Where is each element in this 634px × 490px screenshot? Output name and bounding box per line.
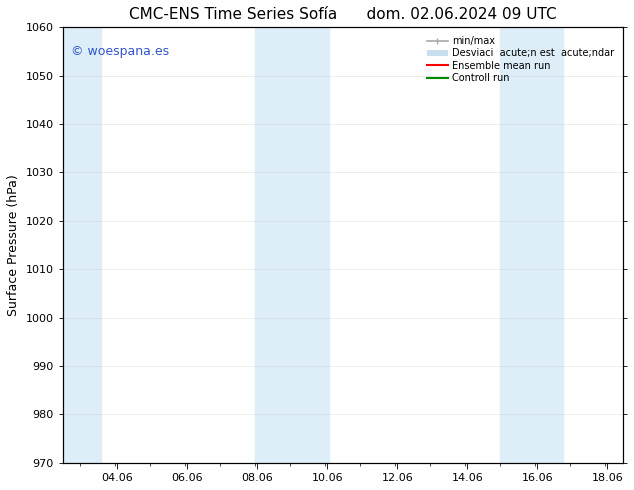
Bar (256, 27, 329, 463)
Bar (63, 27, 101, 463)
Legend: min/max, Desviaci  acute;n est  acute;ndar, Ensemble mean run, Controll run: min/max, Desviaci acute;n est acute;ndar… (423, 32, 618, 87)
Y-axis label: Surface Pressure (hPa): Surface Pressure (hPa) (7, 174, 20, 316)
Title: CMC-ENS Time Series Sofía      dom. 02.06.2024 09 UTC: CMC-ENS Time Series Sofía dom. 02.06.202… (129, 7, 557, 22)
Text: © woespana.es: © woespana.es (71, 45, 169, 58)
Bar (500, 27, 564, 463)
